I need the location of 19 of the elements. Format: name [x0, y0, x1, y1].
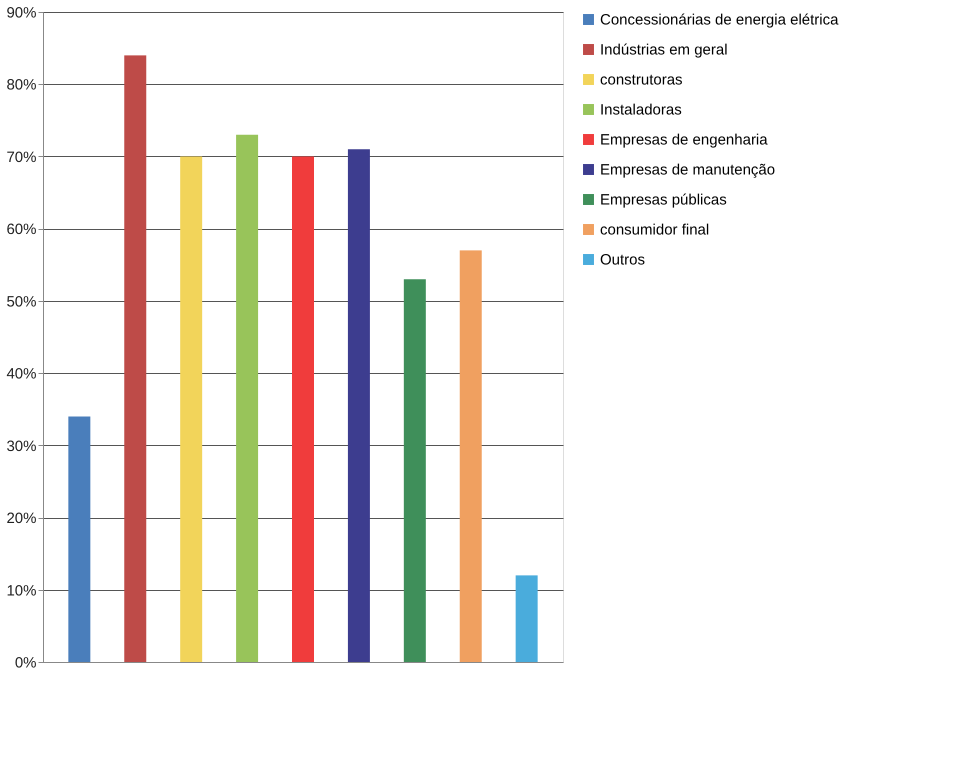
- y-tick-label: 80%: [6, 76, 36, 94]
- y-tick-label: 0%: [14, 654, 36, 672]
- y-tick-label: 70%: [6, 148, 36, 166]
- y-tick-label: 40%: [6, 366, 36, 383]
- legend-label: Outros: [600, 252, 646, 268]
- legend-label: Indústrias em geral: [600, 42, 728, 58]
- legend-label: consumidor final: [600, 222, 710, 238]
- legend-label: Empresas de engenharia: [600, 132, 768, 148]
- y-tick-label: 30%: [6, 438, 36, 455]
- legend-label: Instaladoras: [600, 102, 682, 118]
- legend-label: Empresas de manutenção: [600, 162, 776, 178]
- y-tick-label: 90%: [6, 4, 36, 22]
- legend-label: Concessionárias de energia elétrica: [600, 12, 840, 28]
- y-tick-label: 20%: [6, 510, 36, 528]
- legend-label: construtoras: [600, 72, 683, 88]
- legend-label: Empresas públicas: [600, 192, 727, 208]
- y-tick-label: 60%: [6, 221, 36, 238]
- y-tick-label: 10%: [6, 582, 36, 600]
- y-tick-label: 50%: [6, 293, 36, 310]
